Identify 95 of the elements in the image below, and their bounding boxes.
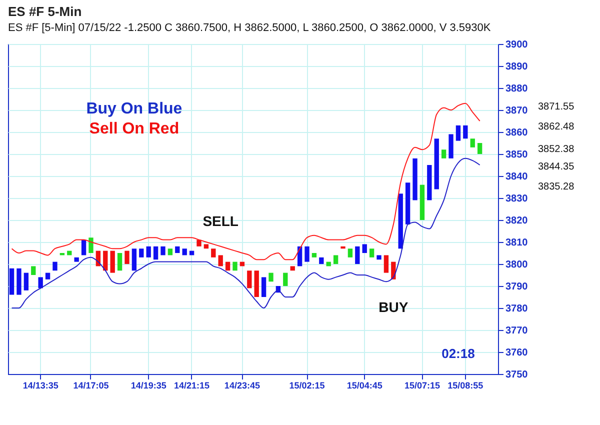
- text: 3871.55: [538, 102, 575, 113]
- bar: [204, 244, 209, 249]
- bar: [103, 250, 108, 271]
- bar: [477, 143, 482, 154]
- bar: [225, 262, 230, 271]
- y-tick-label: 3790: [506, 282, 528, 292]
- bar: [340, 246, 346, 249]
- chart-title: ES #F 5-Min: [8, 4, 82, 19]
- bar: [420, 184, 425, 220]
- y-tick-label: 3760: [506, 348, 528, 358]
- bar: [124, 250, 130, 264]
- bar: [16, 268, 22, 295]
- bar: [45, 272, 50, 280]
- text: 3862.48: [538, 122, 575, 133]
- x-tick-label: 14/17:05: [73, 380, 109, 390]
- bar: [412, 158, 418, 200]
- bar: [348, 248, 353, 258]
- y-tick-label: 3770: [506, 326, 528, 336]
- bar: [247, 270, 252, 288]
- bar: [290, 266, 295, 271]
- y-tick-label: 3780: [506, 304, 528, 314]
- y-tick-label: 3810: [506, 238, 528, 248]
- bar: [362, 244, 367, 253]
- annotation: Sell On Red: [89, 120, 180, 138]
- y-tick-label: 3900: [506, 40, 528, 50]
- bar: [196, 240, 202, 246]
- bar: [153, 246, 158, 260]
- bar: [160, 246, 166, 256]
- text: 3835.28: [538, 181, 575, 192]
- y-tick-label: 3750: [506, 370, 528, 380]
- bar: [312, 253, 317, 258]
- bar: [355, 246, 360, 264]
- bar: [456, 125, 461, 141]
- annotation: 02:18: [442, 346, 475, 362]
- annotation: BUY: [378, 299, 409, 315]
- x-tick-label: 15/08:55: [448, 380, 484, 390]
- x-tick-label: 14/19:35: [130, 380, 166, 390]
- bar: [139, 248, 144, 258]
- bar: [9, 268, 14, 295]
- x-tick-label: 15/04:45: [346, 380, 382, 390]
- y-tick-label: 3850: [506, 150, 528, 160]
- y-tick-label: 3820: [506, 216, 528, 226]
- bar: [110, 250, 115, 273]
- chart-subtitle: ES #F [5-Min] 07/15/22 -1.2500 C 3860.7500, H 3862.5000, L 3860.2500, O 3862.0000, V 3.5930K: [8, 22, 492, 34]
- x-tick-label: 15/02:15: [289, 380, 325, 390]
- bar: [254, 270, 259, 297]
- bar: [168, 248, 173, 256]
- bar: [146, 246, 151, 258]
- text: 3852.38: [538, 144, 575, 155]
- bar: [333, 255, 338, 264]
- bar: [24, 272, 29, 290]
- bar: [132, 248, 137, 271]
- bar: [319, 257, 324, 264]
- bar: [441, 150, 446, 158]
- x-tick-label: 14/13:35: [22, 380, 58, 390]
- y-tick-label: 3800: [506, 260, 528, 270]
- bar: [384, 255, 389, 273]
- bar: [218, 255, 223, 266]
- bar: [448, 134, 454, 158]
- y-tick-label: 3840: [506, 172, 528, 182]
- y-tick-label: 3870: [506, 106, 528, 116]
- annotation: Buy On Blue: [86, 100, 182, 118]
- bar: [31, 266, 36, 275]
- bar: [369, 248, 374, 258]
- bar: [74, 257, 79, 262]
- x-tick-label: 14/21:15: [174, 380, 210, 390]
- bar: [182, 248, 187, 256]
- y-tick-label: 3880: [506, 84, 528, 94]
- bar: [211, 248, 216, 258]
- bar: [376, 255, 382, 260]
- bar: [261, 277, 266, 297]
- text: 3844.35: [538, 161, 575, 172]
- bar: [427, 165, 432, 200]
- bar: [463, 125, 468, 139]
- x-tick-label: 15/07:15: [404, 380, 440, 390]
- bar: [268, 272, 274, 282]
- bar: [405, 182, 410, 224]
- bar: [117, 253, 122, 271]
- bar: [81, 240, 86, 256]
- line-series: [11, 102, 480, 260]
- bar: [38, 277, 43, 288]
- bar: [175, 246, 180, 253]
- annotation: SELL: [202, 213, 239, 230]
- bar: [88, 238, 94, 253]
- x-tick-label: 14/23:45: [224, 380, 260, 390]
- y-tick-label: 3860: [506, 128, 528, 138]
- bar: [470, 138, 475, 148]
- bar: [434, 138, 439, 190]
- bar: [52, 262, 58, 271]
- y-tick-label: 3830: [506, 194, 528, 204]
- bar: [283, 272, 288, 286]
- y-tick-label: 3890: [506, 62, 528, 72]
- bar: [232, 262, 238, 271]
- bar: [398, 194, 403, 249]
- bar: [304, 246, 310, 262]
